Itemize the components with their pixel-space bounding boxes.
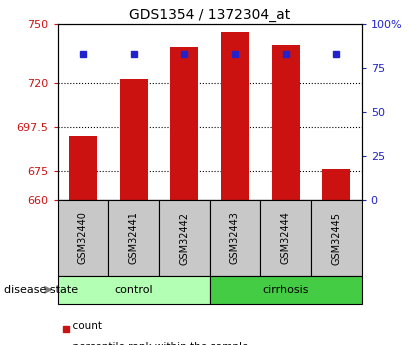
FancyBboxPatch shape bbox=[311, 200, 362, 276]
Text: GSM32444: GSM32444 bbox=[281, 211, 291, 265]
FancyBboxPatch shape bbox=[159, 200, 210, 276]
Text: disease state: disease state bbox=[4, 285, 78, 295]
Bar bbox=[69, 136, 97, 200]
Bar bbox=[170, 47, 198, 200]
Bar bbox=[120, 79, 148, 200]
Text: GSM32441: GSM32441 bbox=[129, 211, 139, 265]
FancyBboxPatch shape bbox=[58, 200, 108, 276]
Title: GDS1354 / 1372304_at: GDS1354 / 1372304_at bbox=[129, 8, 290, 22]
FancyBboxPatch shape bbox=[58, 276, 210, 304]
Bar bbox=[221, 32, 249, 200]
Text: GSM32440: GSM32440 bbox=[78, 211, 88, 265]
Bar bbox=[322, 169, 350, 200]
Bar bbox=[272, 45, 300, 200]
Text: GSM32445: GSM32445 bbox=[331, 211, 341, 265]
Text: GSM32442: GSM32442 bbox=[179, 211, 189, 265]
Text: percentile rank within the sample: percentile rank within the sample bbox=[66, 342, 248, 345]
FancyBboxPatch shape bbox=[108, 200, 159, 276]
Text: cirrhosis: cirrhosis bbox=[262, 285, 309, 295]
Text: GSM32443: GSM32443 bbox=[230, 211, 240, 265]
Text: count: count bbox=[66, 321, 102, 331]
FancyBboxPatch shape bbox=[260, 200, 311, 276]
Text: control: control bbox=[114, 285, 153, 295]
FancyBboxPatch shape bbox=[210, 276, 362, 304]
FancyBboxPatch shape bbox=[210, 200, 260, 276]
